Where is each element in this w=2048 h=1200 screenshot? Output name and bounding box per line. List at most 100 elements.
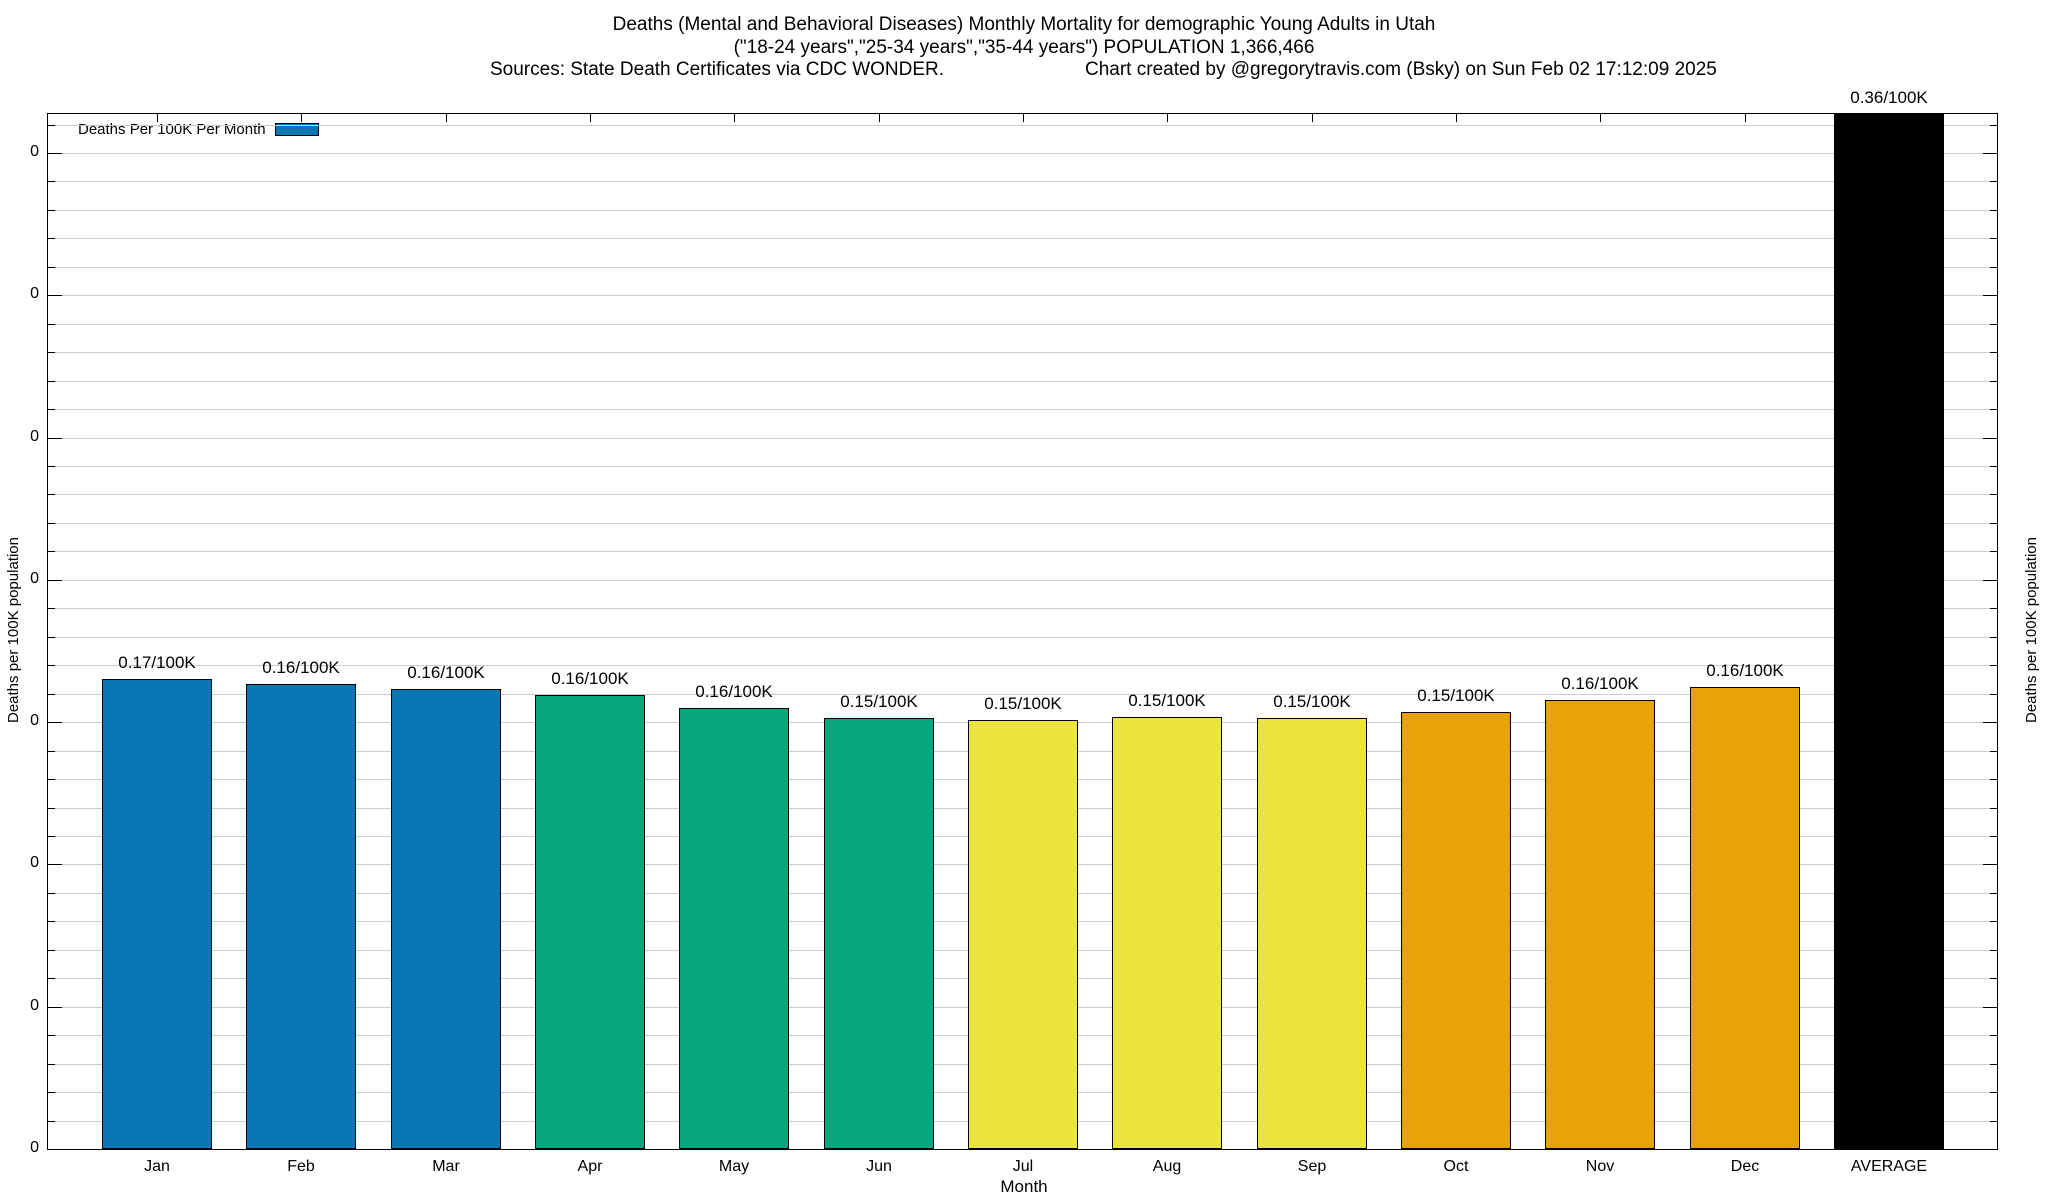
y-axis-label-left: Deaths per 100K population (5, 537, 22, 723)
y-tick-left (48, 295, 62, 296)
gridline (48, 238, 1997, 239)
legend: Deaths Per 100K Per Month (78, 121, 319, 138)
bar-apr (535, 695, 645, 1149)
x-tick-top (1889, 114, 1890, 122)
x-tick-label-dec: Dec (1730, 1158, 1760, 1175)
y-tick-right (1983, 438, 1997, 439)
bar-feb (246, 684, 356, 1149)
y-tick-left (48, 836, 55, 837)
x-tick-top (1167, 114, 1168, 122)
y-tick-left (48, 751, 55, 752)
y-tick-left (48, 181, 55, 182)
bar-value-label: 0.16/100K (695, 682, 773, 701)
y-tick-right (1990, 694, 1997, 695)
gridline (48, 409, 1997, 410)
gridline (48, 381, 1997, 382)
y-tick-left (48, 210, 55, 211)
x-tick-label-jul: Jul (1012, 1158, 1034, 1175)
bar-aug (1112, 717, 1222, 1149)
x-tick-top (1023, 114, 1024, 122)
bar-value-label: 0.15/100K (840, 692, 918, 711)
y-tick-left (48, 352, 55, 353)
y-tick-right (1990, 808, 1997, 809)
chart-subtitle: ("18-24 years","25-34 years","35-44 year… (733, 37, 1315, 58)
y-tick-left (48, 950, 55, 951)
y-tick-left (48, 551, 55, 552)
x-tick-label-oct: Oct (1443, 1158, 1469, 1175)
y-tick-left (48, 238, 55, 239)
bar-dec (1690, 687, 1800, 1149)
y-tick-left (48, 665, 55, 666)
y-tick-right (1990, 267, 1997, 268)
gridline (48, 295, 1997, 296)
x-tick-label-average: AVERAGE (1850, 1158, 1928, 1175)
y-tick-left (48, 267, 55, 268)
y-tick-right (1990, 978, 1997, 979)
bar-oct (1401, 712, 1511, 1149)
y-tick-right (1983, 1007, 1997, 1008)
bar-jan (102, 679, 212, 1149)
y-tick-label: 0 (30, 285, 39, 303)
y-tick-right (1990, 125, 1997, 126)
y-tick-left (48, 381, 55, 382)
gridline (48, 608, 1997, 609)
y-tick-left (48, 779, 55, 780)
y-tick-left (48, 694, 55, 695)
x-tick-label-nov: Nov (1585, 1158, 1615, 1175)
y-tick-left (48, 637, 55, 638)
bar-jul (968, 720, 1078, 1149)
gridline (48, 637, 1997, 638)
y-tick-right (1990, 466, 1997, 467)
y-tick-right (1990, 523, 1997, 524)
bar-sep (1257, 718, 1367, 1149)
plot-area: Deaths Per 100K Per Month 0 0 0 0 0 0 0 0 0.17/1… (30, 88, 1998, 1175)
x-tick-label-jan: Jan (144, 1158, 170, 1175)
gridline (48, 551, 1997, 552)
y-tick-label: 0 (30, 854, 39, 872)
gridline (48, 352, 1997, 353)
y-tick-label: 0 (30, 712, 39, 730)
y-tick-right (1990, 921, 1997, 922)
y-tick-right (1990, 352, 1997, 353)
x-tick-top (446, 114, 447, 122)
y-tick-left (48, 324, 55, 325)
bar-value-label: 0.15/100K (984, 694, 1062, 713)
x-tick-top (590, 114, 591, 122)
bar-value-label: 0.16/100K (551, 669, 629, 688)
gridline (48, 210, 1997, 211)
gridline (48, 494, 1997, 495)
bar-value-label: 0.16/100K (262, 658, 340, 677)
gridline (48, 125, 1997, 126)
y-tick-left (48, 466, 55, 467)
y-tick-label: 0 (30, 997, 39, 1015)
gridline (48, 267, 1997, 268)
gridline (48, 665, 1997, 666)
gridline (48, 181, 1997, 182)
y-tick-left (48, 1007, 62, 1008)
y-tick-label: 0 (30, 1139, 39, 1157)
x-tick-label-aug: Aug (1152, 1158, 1182, 1175)
x-tick-top (879, 114, 880, 122)
x-tick-top (1456, 114, 1457, 122)
y-tick-right (1990, 751, 1997, 752)
y-tick-label: 0 (30, 143, 39, 161)
y-tick-left (48, 608, 55, 609)
y-tick-right (1983, 295, 1997, 296)
bar-value-label: 0.15/100K (1128, 691, 1206, 710)
bar-value-label: 0.15/100K (1273, 692, 1351, 711)
y-tick-right (1990, 836, 1997, 837)
x-tick-label-jun: Jun (866, 1158, 892, 1175)
gridline (48, 580, 1997, 581)
y-tick-left (48, 1035, 55, 1036)
y-tick-right (1990, 1092, 1997, 1093)
sources-text: Sources: State Death Certificates via CD… (490, 59, 945, 80)
y-tick-left (48, 1064, 55, 1065)
y-tick-left (48, 864, 62, 865)
y-tick-label: 0 (30, 428, 39, 446)
y-tick-left (48, 722, 62, 723)
bar-value-label: 0.16/100K (407, 663, 485, 682)
y-tick-right (1990, 381, 1997, 382)
x-tick-top (1745, 114, 1746, 122)
bar-jun (824, 718, 934, 1149)
x-tick-top (157, 114, 158, 122)
